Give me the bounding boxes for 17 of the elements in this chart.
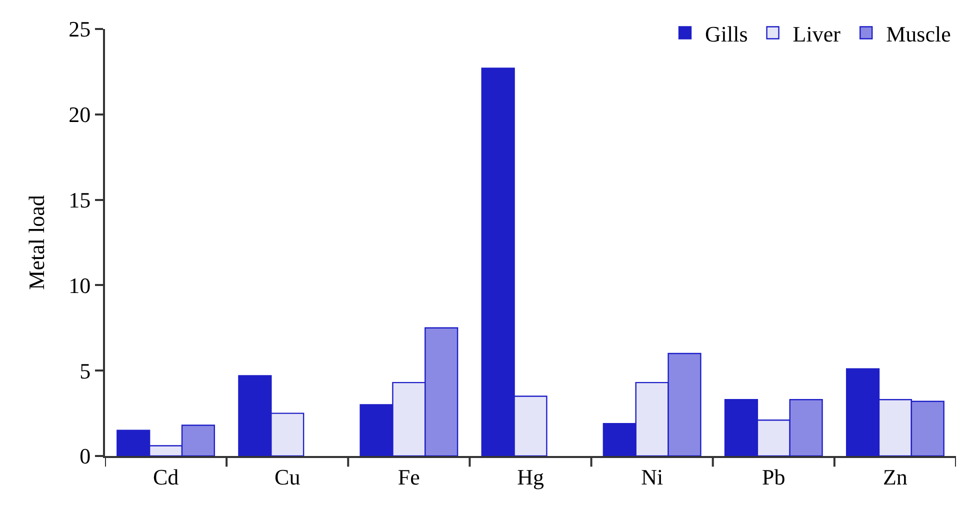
y-tick-label: 20 <box>68 102 91 128</box>
y-axis-title: Metal load <box>24 195 49 290</box>
x-tick-label: Pb <box>762 464 786 490</box>
x-tick-label: Ni <box>641 464 664 490</box>
x-tick-label: Cd <box>152 464 179 490</box>
legend-label: Liver <box>792 21 842 46</box>
y-tick-label: 5 <box>80 358 91 384</box>
legend-label: Gills <box>705 21 748 46</box>
x-tick-label: Zn <box>882 464 908 490</box>
y-tick-label: 15 <box>68 188 91 212</box>
y-tick-label: 0 <box>80 444 91 469</box>
legend-label: Muscle <box>886 21 951 46</box>
x-tick-label: Cu <box>274 464 300 490</box>
x-tick-label: Fe <box>398 464 420 490</box>
y-tick-label: 10 <box>68 272 91 298</box>
x-tick-label: Hg <box>517 464 544 490</box>
y-tick-label: 25 <box>68 16 91 42</box>
